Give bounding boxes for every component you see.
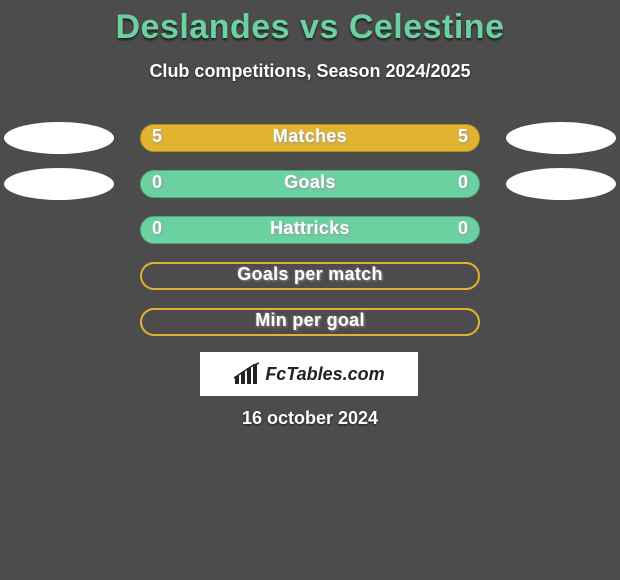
- stat-label: Matches: [0, 126, 620, 147]
- vs-text: vs: [300, 8, 339, 46]
- logo-text: FcTables.com: [265, 364, 384, 385]
- stat-label: Min per goal: [0, 310, 620, 331]
- stat-label: Goals per match: [0, 264, 620, 285]
- stat-right-value: 0: [458, 218, 468, 239]
- stat-right-value: 5: [458, 126, 468, 147]
- stat-row: Goals0 0: [0, 168, 620, 214]
- player2-name: Celestine: [349, 8, 505, 46]
- date-text: 16 october 2024: [0, 408, 620, 429]
- bar-chart-icon: [233, 362, 261, 386]
- comparison-infographic: Deslandes vs Celestine Club competitions…: [0, 0, 620, 580]
- stat-rows: Matches55Goals00Hattricks00Goals per mat…: [0, 122, 620, 352]
- stat-row: Min per goal: [0, 306, 620, 352]
- stat-row: Goals per match: [0, 260, 620, 306]
- stat-right-value: 0: [458, 172, 468, 193]
- logo-box: FcTables.com: [200, 352, 418, 396]
- subtitle: Club competitions, Season 2024/2025: [0, 61, 620, 82]
- stat-left-value: 5: [152, 126, 162, 147]
- page-title: Deslandes vs Celestine: [0, 0, 620, 47]
- player1-name: Deslandes: [115, 8, 290, 46]
- stat-label: Goals: [0, 172, 620, 193]
- stat-row: Hattricks0 0: [0, 214, 620, 260]
- stat-left-value: 0: [152, 172, 162, 193]
- stat-label: Hattricks: [0, 218, 620, 239]
- stat-left-value: 0: [152, 218, 162, 239]
- stat-row: Matches5 5: [0, 122, 620, 168]
